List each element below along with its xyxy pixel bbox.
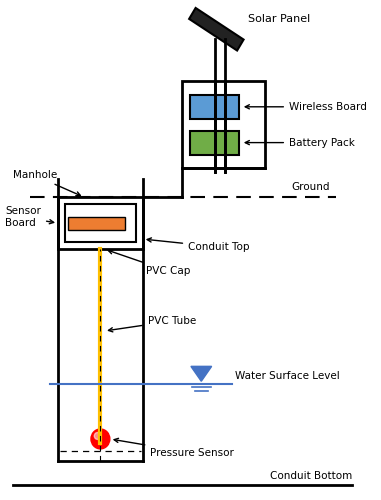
Text: Water Surface Level: Water Surface Level <box>235 372 340 382</box>
Polygon shape <box>189 8 243 50</box>
Text: Conduit Top: Conduit Top <box>147 238 250 252</box>
Bar <box>182 81 266 168</box>
Text: Pressure Sensor: Pressure Sensor <box>114 438 234 458</box>
Text: Solar Panel: Solar Panel <box>248 14 311 24</box>
Circle shape <box>94 432 101 440</box>
Bar <box>58 198 143 249</box>
Text: Battery Pack: Battery Pack <box>245 138 355 147</box>
Bar <box>190 130 239 154</box>
Text: Wireless Board: Wireless Board <box>245 102 367 112</box>
Bar <box>64 204 136 242</box>
Polygon shape <box>191 366 212 382</box>
Bar <box>68 216 125 230</box>
Text: Ground: Ground <box>292 182 330 192</box>
Circle shape <box>91 429 110 449</box>
Text: PVC Tube: PVC Tube <box>109 316 196 332</box>
Text: PVC Cap: PVC Cap <box>108 250 190 276</box>
Text: Conduit Bottom: Conduit Bottom <box>270 470 352 480</box>
Text: Manhole: Manhole <box>13 170 80 196</box>
Text: Sensor
Board: Sensor Board <box>5 206 54 228</box>
Bar <box>190 95 239 118</box>
